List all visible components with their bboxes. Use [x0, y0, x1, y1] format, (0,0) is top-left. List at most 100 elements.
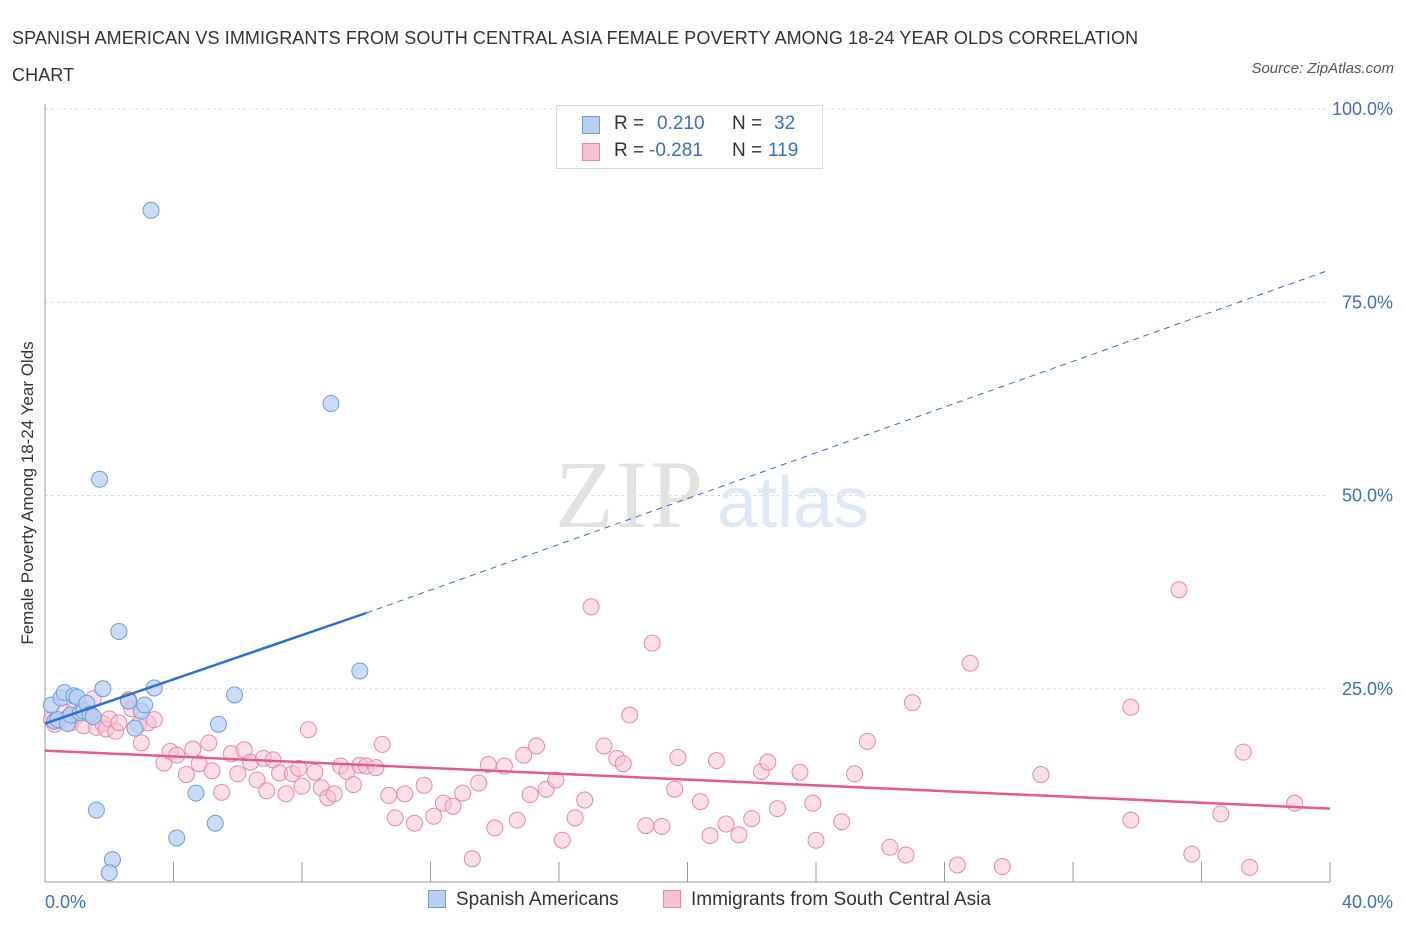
scatter-point-immigrants — [145, 711, 163, 729]
scatter-point-immigrants — [759, 753, 777, 771]
scatter-point-immigrants — [415, 776, 433, 794]
y-tick-label: 50.0% — [1342, 486, 1393, 506]
scatter-point-immigrants — [614, 755, 632, 773]
scatter-point-immigrants — [1183, 845, 1201, 863]
scatter-point-immigrants — [1032, 766, 1050, 784]
scatter-point-immigrants — [213, 783, 231, 801]
scatter-point-immigrants — [1212, 805, 1230, 823]
r-label: R = — [614, 113, 645, 134]
scatter-point-spanish-americans — [84, 708, 102, 726]
watermark: ZIP atlas — [555, 441, 869, 548]
scatter-point-immigrants — [1122, 698, 1140, 716]
scatter-point-immigrants — [669, 749, 687, 767]
scatter-point-spanish-americans — [94, 680, 112, 698]
scatter-point-immigrants — [306, 763, 324, 781]
scatter-point-immigrants — [203, 762, 221, 780]
scatter-point-immigrants — [425, 807, 443, 825]
scatter-point-immigrants — [454, 784, 472, 802]
stats-legend: R = 0.210 N = 32 R = -0.281 N = 119 — [556, 105, 823, 169]
scatter-point-immigrants — [1241, 858, 1259, 876]
trend-line-spanish-americans-projection — [366, 269, 1331, 614]
scatter-point-immigrants — [200, 734, 218, 752]
scatter-point-immigrants — [396, 785, 414, 803]
scatter-point-immigrants — [833, 813, 851, 831]
scatter-point-immigrants — [515, 746, 533, 764]
scatter-point-immigrants — [293, 777, 311, 795]
scatter-point-immigrants — [881, 838, 899, 856]
scatter-point-immigrants — [730, 826, 748, 844]
scatter-point-immigrants — [290, 759, 308, 777]
scatter-point-immigrants — [132, 734, 150, 752]
n-label: N = — [732, 113, 763, 134]
scatter-point-immigrants — [804, 794, 822, 812]
scatter-point-immigrants — [380, 786, 398, 804]
scatter-point-immigrants — [299, 721, 317, 739]
scatter-point-immigrants — [948, 856, 966, 874]
scatter-point-immigrants — [229, 765, 247, 783]
n-label: N = — [732, 140, 763, 161]
pink-swatch — [582, 143, 600, 161]
scatter-point-spanish-americans — [168, 829, 186, 847]
scatter-point-immigrants — [463, 850, 481, 868]
scatter-point-immigrants — [707, 752, 725, 770]
chart-title: SPANISH AMERICAN VS IMMIGRANTS FROM SOUT… — [12, 28, 1139, 85]
scatter-point-immigrants — [277, 785, 295, 803]
scatter-point-immigrants — [248, 771, 266, 789]
x-tick-label: 0.0% — [45, 892, 86, 912]
grid-lines — [45, 108, 1330, 690]
x-tick-label: 40.0% — [1342, 892, 1393, 912]
n-value: 32 — [774, 113, 796, 134]
scatter-point-immigrants — [961, 654, 979, 672]
scatter-point-immigrants — [691, 793, 709, 811]
blue-swatch — [582, 116, 600, 134]
scatter-point-immigrants — [595, 737, 613, 755]
trend-line-spanish-americans — [44, 611, 367, 725]
tick-labels: 25.0% 50.0% 75.0% 100.0% 0.0% 40.0% — [45, 99, 1393, 912]
n-value: 119 — [768, 140, 799, 161]
trend-lines — [44, 269, 1331, 810]
scatter-point-immigrants — [807, 831, 825, 849]
scatter-point-immigrants — [576, 791, 594, 809]
scatter-point-immigrants — [637, 817, 655, 835]
scatter-point-spanish-americans — [209, 715, 227, 733]
scatter-point-immigrants — [701, 827, 719, 845]
scatter-point-spanish-americans — [351, 662, 369, 680]
scatter-point-spanish-americans — [322, 395, 340, 413]
scatter-point-immigrants — [1170, 581, 1188, 599]
scatter-point-immigrants — [553, 831, 571, 849]
blue-legend-swatch — [428, 890, 446, 908]
scatter-point-immigrants — [444, 797, 462, 815]
scatter-point-immigrants — [486, 819, 504, 837]
scatter-point-immigrants — [993, 858, 1011, 876]
scatter-point-immigrants — [325, 785, 343, 803]
series-immigrants-south-central-asia — [42, 581, 1304, 876]
r-value: 0.210 — [657, 113, 705, 134]
scatter-point-spanish-americans — [100, 864, 118, 882]
scatter-point-spanish-americans — [206, 814, 224, 832]
scatter-point-immigrants — [528, 737, 546, 755]
scatter-point-immigrants — [621, 706, 639, 724]
legend-item-spanish-americans: Spanish Americans — [428, 889, 619, 911]
y-tick-label: 25.0% — [1342, 679, 1393, 699]
y-tick-label: 100.0% — [1332, 99, 1393, 119]
legend-label: Immigrants from South Central Asia — [691, 889, 991, 910]
scatter-point-spanish-americans — [126, 719, 144, 737]
scatter-point-immigrants — [743, 810, 761, 828]
scatter-point-spanish-americans — [136, 696, 154, 714]
scatter-point-spanish-americans — [226, 686, 244, 704]
y-axis-label: Female Poverty Among 18-24 Year Olds — [18, 341, 37, 645]
pink-legend-swatch — [663, 890, 681, 908]
scatter-point-spanish-americans — [142, 201, 160, 219]
scatter-point-immigrants — [858, 732, 876, 750]
y-tick-label: 75.0% — [1342, 292, 1393, 312]
scatter-point-immigrants — [897, 846, 915, 864]
scatter-point-immigrants — [508, 811, 526, 829]
scatter-point-spanish-americans — [91, 470, 109, 488]
legend-item-immigrants: Immigrants from South Central Asia — [663, 889, 991, 911]
watermark-zip: ZIP — [555, 441, 705, 548]
scatter-point-immigrants — [547, 771, 565, 789]
scatter-point-immigrants — [903, 694, 921, 712]
scatter-point-immigrants — [405, 814, 423, 832]
axes — [44, 104, 1331, 883]
